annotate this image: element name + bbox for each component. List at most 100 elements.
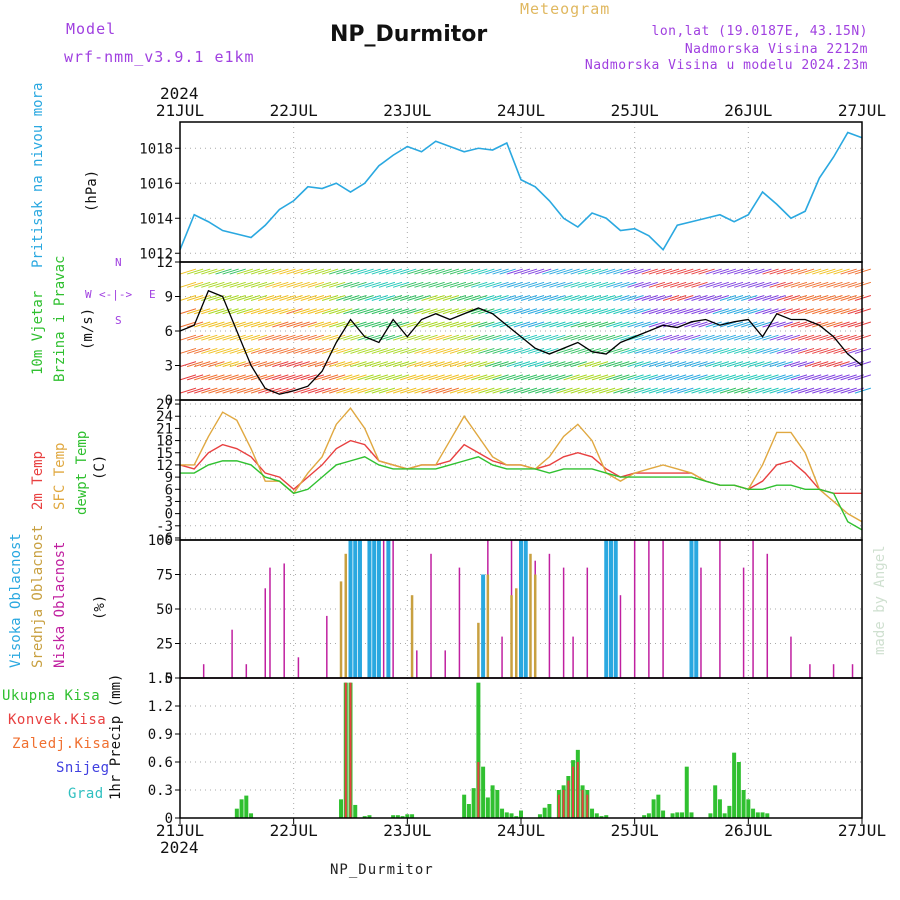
wind-barb	[677, 334, 694, 341]
cloud-bar	[326, 615, 328, 678]
wind-barb	[662, 374, 680, 381]
wind-barb	[741, 361, 758, 368]
wind-barb	[733, 281, 751, 288]
wind-barb	[670, 387, 687, 394]
wind-barb	[456, 387, 474, 394]
wind-barb	[364, 268, 381, 275]
wind-barb	[840, 334, 857, 341]
wind-barb	[783, 374, 801, 381]
wind-barb	[471, 387, 488, 394]
wind-barb	[812, 308, 829, 315]
precip-bar	[689, 812, 694, 818]
wind-barb	[243, 361, 261, 368]
y-tick-label: 100	[148, 533, 173, 549]
wind-barb	[499, 321, 516, 328]
wind-barb	[286, 361, 303, 368]
wind-barb	[840, 321, 857, 328]
wind-barb	[471, 361, 488, 368]
wind-barb	[726, 295, 744, 302]
wind-barb	[819, 321, 836, 328]
wind-barb	[606, 334, 623, 341]
wind-barb	[527, 281, 545, 288]
wind-barb	[549, 268, 566, 275]
wind-barb	[769, 321, 786, 328]
wind-barb	[762, 281, 779, 288]
wind-barb	[741, 281, 758, 288]
y-tick-label: 12	[156, 458, 173, 474]
y-tick-label: 6	[165, 482, 173, 498]
wind-barb	[840, 268, 857, 275]
wind-barb	[428, 308, 445, 315]
wind-barb	[606, 308, 623, 315]
wind-barb	[392, 308, 410, 315]
wind-barb	[549, 361, 566, 368]
wind-barb	[577, 374, 594, 381]
temp-series-line	[180, 456, 863, 531]
wind-barb	[215, 387, 232, 394]
wind-barb	[279, 361, 296, 368]
wind-barb	[712, 334, 729, 341]
wind-barb	[577, 321, 594, 328]
wind-barb	[826, 387, 843, 394]
wind-barb	[229, 361, 246, 368]
wind-barb	[442, 281, 460, 288]
wind-barb	[400, 334, 417, 341]
wind-barb	[215, 268, 232, 275]
wind-barb	[492, 387, 509, 394]
wind-barb	[186, 281, 204, 288]
wind-barb	[755, 374, 772, 381]
y-tick-label: 15	[156, 446, 173, 462]
wind-barb	[357, 387, 374, 394]
wind-barb	[755, 308, 772, 315]
wind-barb	[662, 308, 680, 315]
wind-barb	[655, 334, 673, 341]
wind-barb	[350, 308, 367, 315]
wind-barb	[620, 374, 637, 381]
wind-barb	[833, 321, 850, 328]
wind-barb	[606, 361, 623, 368]
wind-barb	[179, 387, 197, 394]
cloud-bar	[202, 664, 205, 678]
wind-barb	[805, 295, 822, 302]
wind-barb	[307, 295, 325, 302]
wind-barb	[819, 347, 836, 354]
wind-barb	[364, 387, 381, 394]
wind-barb	[300, 295, 317, 302]
wind-barb	[329, 281, 346, 288]
wind-barb	[350, 268, 367, 275]
precip-bar	[581, 790, 584, 818]
wind-barb	[620, 281, 637, 288]
wind-barb	[520, 387, 538, 394]
precip-bar	[462, 794, 467, 818]
precip-bar	[675, 812, 680, 818]
x-tick-label-bottom: 27JUL	[838, 821, 886, 840]
wind-barb	[542, 268, 559, 275]
wind-barb	[662, 347, 680, 354]
wind-barb	[407, 295, 424, 302]
meteogram-label: Meteogram	[520, 0, 611, 18]
y-tick-label: 3	[165, 494, 173, 510]
wind-barb	[797, 361, 815, 368]
wind-barb	[421, 361, 438, 368]
compass-e: E	[149, 288, 156, 301]
wind-barb	[748, 321, 765, 328]
wind-barb	[556, 268, 573, 275]
wind-barb	[499, 308, 516, 315]
wind-barb	[471, 347, 488, 354]
y-tick-label: 0.3	[148, 783, 173, 799]
wind-barb	[329, 361, 346, 368]
wind-barb	[378, 268, 396, 275]
wind-barb	[741, 387, 758, 394]
wind-barb	[321, 281, 339, 288]
wind-barb	[485, 347, 502, 354]
wind-barb	[442, 387, 460, 394]
wind-barb	[812, 321, 829, 328]
wind-barb	[435, 387, 452, 394]
wind-barb	[485, 334, 502, 341]
wind-barb	[506, 268, 523, 275]
precip-bar	[572, 766, 575, 818]
wind-barb	[613, 308, 630, 315]
wind-barb	[563, 268, 580, 275]
wind-barb	[783, 361, 801, 368]
wind-barb	[698, 347, 715, 354]
